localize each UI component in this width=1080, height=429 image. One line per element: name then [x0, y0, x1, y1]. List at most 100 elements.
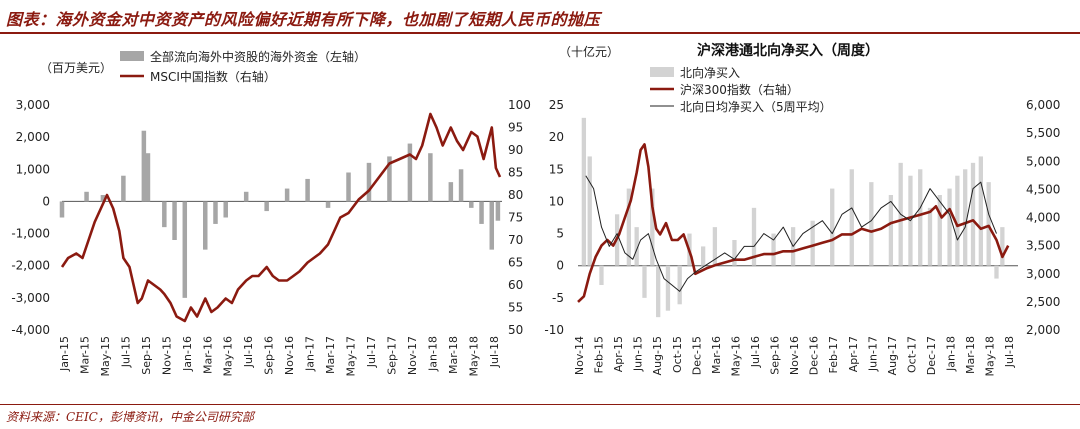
chart2-bar: [650, 188, 655, 266]
chart1-bar: [346, 172, 351, 202]
chart1-x-tick-label: Jan-17: [304, 336, 317, 372]
chart1-bar: [162, 201, 167, 228]
chart2-bar: [963, 169, 968, 266]
chart2-bar: [626, 188, 631, 266]
chart1-bar: [223, 201, 228, 218]
chart1-legend-label: MSCI中国指数（右轴）: [150, 69, 276, 84]
chart2-left-tick-label: 20: [549, 130, 564, 144]
chart1-legend-swatch: [120, 51, 144, 61]
chart2-x-tick-label: Mar-18: [964, 336, 977, 374]
chart2-x-tick-label: Mar-16: [710, 336, 723, 374]
chart2-bar: [869, 182, 874, 266]
chart1-x-tick-label: Nov-15: [160, 336, 173, 375]
chart2-bar: [732, 240, 737, 266]
chart2-bar: [810, 220, 815, 266]
chart2-bar: [701, 246, 706, 266]
chart1-left-tick-label: -2,000: [11, 259, 50, 273]
chart2-x-tick-label: Dec-16: [808, 336, 821, 375]
chart1-x-tick-label: Mar-18: [447, 336, 460, 374]
chart2-bar: [970, 162, 976, 266]
chart2-x-tick-label: Jun-15: [632, 336, 645, 372]
chart2-left-tick-label: 25: [549, 98, 564, 112]
chart1-right-tick-label: 55: [508, 301, 523, 315]
chart2-x-tick-label: Nov-16: [788, 336, 801, 375]
chart1-x-tick-label: May-16: [222, 336, 235, 377]
chart1-left-tick-label: -1,000: [11, 227, 50, 241]
chart2-bar: [947, 188, 952, 266]
chart1-right-tick-label: 95: [508, 121, 523, 135]
chart1-right-tick-label: 80: [508, 188, 523, 202]
chart2-bar: [677, 265, 682, 305]
chart1-x-tick-label: Mar-17: [324, 336, 337, 374]
chart1-bar: [305, 178, 310, 202]
chart1-bar: [428, 153, 433, 202]
chart2-bar: [642, 265, 647, 298]
chart1-bar: [141, 130, 147, 202]
chart2-x-tick-label: Apr-17: [847, 336, 860, 372]
chart2-right-tick-label: 2,500: [1026, 295, 1060, 309]
chart1-x-tick-label: Sep-17: [385, 336, 398, 375]
figure-title: 图表：海外资金对中资资产的风险偏好近期有所下降，也加剧了短期人民币的抛压: [6, 10, 601, 29]
chart2-x-tick-label: Aug-15: [651, 336, 664, 375]
chart2-x-tick-label: Oct-15: [671, 336, 684, 373]
chart1-bar: [84, 191, 89, 202]
chart2-bar: [634, 227, 639, 266]
chart1-left-tick-label: 3,000: [16, 98, 50, 112]
chart2-legend-swatch: [650, 67, 674, 77]
chart1-bar: [407, 143, 413, 202]
chart2-bar: [712, 227, 718, 266]
chart1-x-tick-label: Jul-17: [365, 336, 378, 368]
chart1-bar: [325, 201, 331, 208]
chart1-x-tick-label: Jul-18: [488, 336, 501, 368]
chart1-bar: [495, 201, 501, 221]
chart1-series-line-1: [60, 112, 502, 323]
chart2-right-tick-label: 5,000: [1026, 154, 1060, 168]
chart2-right-tick-label: 3,000: [1026, 267, 1060, 281]
chart1-bar: [172, 201, 177, 240]
chart1-bar: [100, 195, 106, 202]
chart2-x-tick-label: Feb-15: [593, 336, 606, 373]
chart1-x-tick-label: Nov-16: [283, 336, 296, 375]
chart2-bar: [927, 207, 933, 266]
chart2-bar: [751, 207, 757, 266]
chart2-bar: [771, 233, 776, 266]
chart1-unit-label: （百万美元）: [40, 61, 112, 75]
chart1-bar: [182, 201, 188, 298]
chart1-legend-label: 全部流向海外中资股的海外资金（左轴）: [150, 49, 366, 64]
chart2-right-tick-label: 4,500: [1026, 182, 1060, 196]
chart2-right-tick-label: 4,000: [1026, 211, 1060, 225]
chart2-x-tick-label: Aug-17: [886, 336, 899, 375]
chart1-x-tick-label: Mar-16: [201, 336, 214, 374]
chart2-left-tick-label: 5: [556, 227, 564, 241]
chart2-series-line-2: [585, 175, 997, 292]
chart1-bar: [145, 153, 151, 202]
chart1-bar: [121, 175, 126, 202]
chart2-right-tick-label: 5,500: [1026, 126, 1060, 140]
chart1-right-tick-label: 70: [508, 233, 523, 247]
chart1-left-tick-label: 2,000: [16, 130, 50, 144]
chart2-right-tick-label: 2,000: [1026, 323, 1060, 337]
chart1-x-tick-label: Jan-15: [58, 336, 71, 372]
chart2-x-tick-label: Dec-15: [690, 336, 703, 375]
chart1-x-tick-label: May-17: [345, 336, 358, 377]
chart1-bar: [284, 188, 290, 202]
chart1-x-tick-label: Jul-15: [119, 336, 132, 368]
chart2-bar: [587, 156, 592, 266]
chart1-bar: [448, 182, 454, 202]
chart2-bar: [830, 188, 835, 266]
chart1-bar: [59, 201, 65, 218]
chart2-right-tick-label: 6,000: [1026, 98, 1060, 112]
chart2-legend-label: 北向日均净买入（5周平均）: [680, 99, 832, 114]
figure-header: 图表：海外资金对中资资产的风险偏好近期有所下降，也加剧了短期人民币的抛压: [0, 0, 1080, 34]
chart2-x-tick-label: Jun-17: [866, 336, 879, 372]
chart2-left-tick-label: -5: [552, 291, 564, 305]
chart2-right-tick-label: 3,500: [1026, 239, 1060, 253]
chart1-right-tick-label: 75: [508, 211, 523, 225]
chart1-right-tick-label: 100: [508, 98, 531, 112]
chart1-x-tick-label: Sep-15: [140, 336, 153, 375]
chart2-bar: [1000, 227, 1005, 266]
chart1-right-tick-label: 65: [508, 256, 523, 270]
chart2-series-line-1: [577, 143, 1010, 303]
chart1-x-tick-label: Jan-16: [181, 336, 194, 372]
